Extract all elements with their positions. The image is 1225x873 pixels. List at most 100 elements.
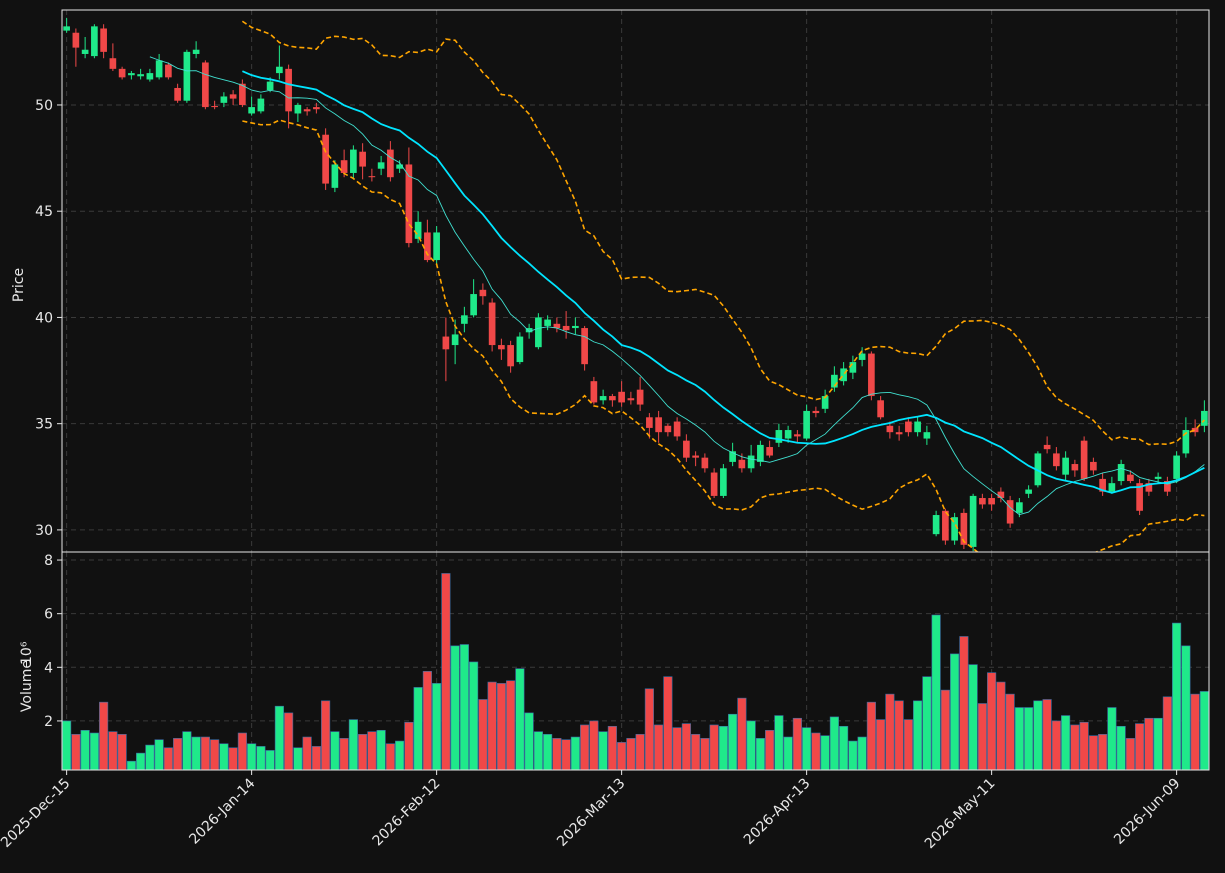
candle-body bbox=[886, 425, 894, 433]
volume-bar bbox=[839, 725, 849, 770]
volume-bar bbox=[1014, 707, 1024, 770]
volume-bar bbox=[302, 736, 312, 770]
candle-body bbox=[128, 73, 135, 76]
candle-body bbox=[72, 32, 80, 48]
candle-body bbox=[738, 459, 746, 469]
volume-bar bbox=[681, 723, 691, 770]
candle-body bbox=[276, 66, 283, 74]
y-tick-label: 40 bbox=[35, 310, 53, 326]
candle-body bbox=[174, 87, 181, 101]
candle-body bbox=[248, 107, 255, 114]
volume-bar bbox=[524, 712, 534, 770]
candle-body bbox=[960, 512, 968, 545]
volume-tick-label: 6 bbox=[44, 607, 53, 623]
candle-body bbox=[636, 389, 644, 405]
volume-bar bbox=[339, 738, 349, 770]
volume-bar bbox=[1199, 691, 1209, 770]
volume-bar bbox=[311, 746, 321, 770]
candle-body bbox=[914, 421, 921, 433]
candle-body bbox=[331, 164, 339, 188]
volume-bar bbox=[931, 614, 941, 770]
candle-body bbox=[257, 98, 265, 112]
volume-bar bbox=[450, 645, 460, 770]
volume-bar bbox=[256, 746, 266, 770]
volume-bar bbox=[293, 747, 303, 770]
volume-bar bbox=[672, 727, 682, 770]
candle-body bbox=[1154, 476, 1162, 479]
candle-body bbox=[63, 26, 70, 31]
volume-bar bbox=[968, 664, 978, 770]
candle-body bbox=[923, 432, 931, 439]
volume-bar bbox=[792, 717, 802, 770]
volume-bar bbox=[1172, 622, 1182, 770]
candle-body bbox=[377, 162, 385, 169]
volume-bar bbox=[718, 725, 728, 770]
candle-body bbox=[91, 26, 98, 57]
candle-body bbox=[303, 109, 311, 112]
candle-body bbox=[1062, 457, 1069, 475]
y-tick-label: 30 bbox=[35, 523, 53, 539]
volume-bar bbox=[654, 724, 664, 770]
candle-body bbox=[525, 328, 533, 333]
y-tick-label: 35 bbox=[35, 417, 53, 433]
volume-bar bbox=[1070, 724, 1080, 770]
volume-bar bbox=[922, 676, 932, 770]
candle-body bbox=[442, 336, 450, 350]
volume-bar bbox=[1042, 699, 1052, 770]
volume-bar bbox=[765, 730, 775, 770]
volume-bar bbox=[1061, 715, 1071, 770]
candle-body bbox=[562, 325, 570, 331]
candle-body bbox=[895, 432, 903, 435]
volume-bar bbox=[580, 724, 590, 770]
candle-body bbox=[229, 94, 237, 99]
moving-average bbox=[149, 56, 1205, 516]
candle-body bbox=[720, 468, 727, 496]
volume-bar bbox=[219, 743, 229, 770]
volume-bar bbox=[626, 738, 636, 770]
candle-body bbox=[932, 515, 940, 535]
candle-body bbox=[988, 498, 995, 505]
volume-bar bbox=[1144, 717, 1154, 770]
candle-body bbox=[673, 421, 681, 437]
candle-body bbox=[1090, 461, 1097, 471]
volume-bar bbox=[598, 731, 608, 770]
volume-bar bbox=[885, 693, 895, 770]
volume-bar bbox=[80, 730, 90, 770]
volume-bar bbox=[1107, 707, 1117, 770]
candle-body bbox=[146, 73, 154, 80]
candle-body bbox=[1136, 483, 1143, 511]
volume-bar bbox=[644, 688, 654, 770]
candle-body bbox=[220, 96, 228, 103]
candle-body bbox=[488, 302, 496, 346]
volume-scale-label: 10⁶ bbox=[19, 641, 35, 665]
volume-bar bbox=[62, 720, 72, 770]
candle-body bbox=[294, 104, 302, 114]
volume-bar bbox=[802, 727, 812, 770]
candle-body bbox=[599, 396, 607, 401]
candle-body bbox=[1053, 453, 1060, 467]
volume-bar bbox=[857, 736, 867, 770]
candle-body bbox=[414, 221, 422, 239]
candle-body bbox=[618, 391, 625, 403]
candle-body bbox=[118, 68, 126, 78]
volume-bar bbox=[783, 736, 793, 770]
moving-average bbox=[242, 70, 1205, 494]
candle-body bbox=[1201, 410, 1208, 426]
volume-bar bbox=[848, 740, 858, 770]
volume-bar bbox=[284, 712, 294, 770]
volume-bar bbox=[617, 742, 627, 770]
volume-bar bbox=[913, 700, 923, 770]
volume-tick-label: 2 bbox=[44, 714, 53, 730]
volume-bar bbox=[71, 734, 81, 770]
volume-bar bbox=[894, 700, 904, 770]
candle-body bbox=[831, 374, 838, 388]
volume-bar bbox=[746, 720, 756, 770]
candle-body bbox=[1108, 483, 1116, 492]
candle-body bbox=[396, 164, 403, 169]
volume-bar bbox=[506, 680, 516, 770]
volume-bar bbox=[478, 699, 488, 770]
volume-bar bbox=[663, 676, 673, 770]
volume-bar bbox=[866, 701, 876, 770]
candle-body bbox=[1164, 481, 1171, 492]
